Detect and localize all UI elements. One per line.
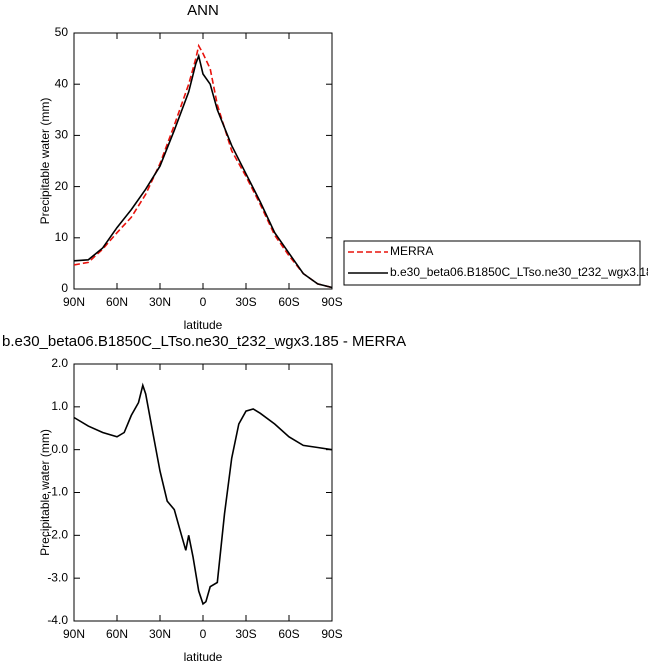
x-tick-label: 60N: [106, 627, 128, 641]
x-tick-label: 30N: [149, 295, 171, 309]
legend-label: b.e30_beta06.B1850C_LTso.ne30_t232_wgx3.…: [390, 265, 648, 279]
x-tick-label: 90N: [63, 295, 85, 309]
y-tick-label: -4.0: [47, 613, 68, 627]
y-tick-label: 10: [55, 230, 69, 244]
x-tick-label: 90S: [321, 295, 342, 309]
x-tick-label: 90N: [63, 627, 85, 641]
y-tick-label: 0.0: [51, 442, 68, 456]
x-tick-label: 60S: [278, 627, 299, 641]
y-tick-label: 50: [55, 25, 69, 39]
y-axis-label: Precipitable water (mm): [38, 429, 52, 556]
x-tick-label: 30N: [149, 627, 171, 641]
y-tick-label: -2.0: [47, 528, 68, 542]
x-axis-label: latitude: [184, 318, 223, 332]
plot-frame: [73, 363, 333, 622]
legend-box: [343, 240, 641, 286]
y-tick-label: -1.0: [47, 485, 68, 499]
x-tick-label: 60S: [278, 295, 299, 309]
y-tick-label: 40: [55, 76, 69, 90]
x-tick-label: 90S: [321, 627, 342, 641]
legend-label: MERRA: [390, 244, 433, 258]
y-tick-label: 0: [61, 281, 68, 295]
chart-title: b.e30_beta06.B1850C_LTso.ne30_t232_wgx3.…: [2, 333, 406, 350]
x-tick-label: 30S: [235, 627, 256, 641]
data-line: [73, 43, 333, 289]
y-tick-label: 20: [55, 179, 69, 193]
y-tick-label: 1.0: [51, 399, 68, 413]
x-tick-label: 0: [200, 295, 207, 309]
chart-title: ANN: [187, 2, 219, 19]
y-axis-label: Precipitable water (mm): [38, 98, 52, 225]
x-tick-label: 60N: [106, 295, 128, 309]
x-tick-label: 0: [200, 627, 207, 641]
data-line: [73, 53, 333, 289]
data-line: [73, 382, 333, 606]
y-tick-label: -3.0: [47, 570, 68, 584]
y-tick-label: 30: [55, 128, 69, 142]
y-tick-label: 2.0: [51, 356, 68, 370]
x-tick-label: 30S: [235, 295, 256, 309]
x-axis-label: latitude: [184, 650, 223, 664]
